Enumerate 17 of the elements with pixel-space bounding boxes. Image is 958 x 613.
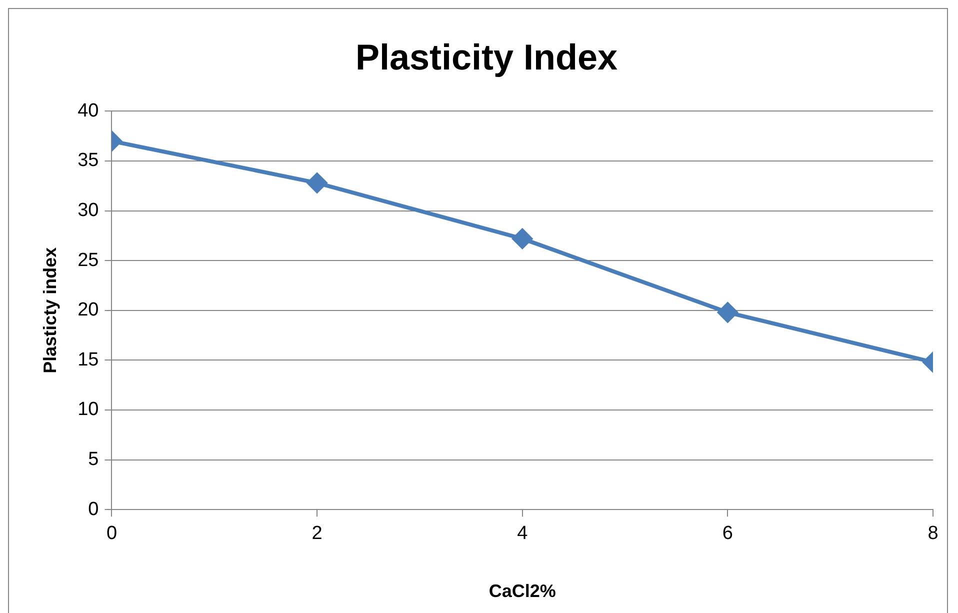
x-tick-label: 4 — [517, 523, 528, 544]
y-tick-label: 20 — [78, 300, 99, 321]
y-tick-label: 35 — [78, 150, 99, 172]
y-tick-label: 30 — [78, 200, 99, 222]
y-axis-title: Plasticty index — [40, 247, 60, 374]
chart-title: Plasticity Index — [355, 36, 618, 78]
x-axis-title: CaCl2% — [488, 581, 556, 602]
y-tick-label: 25 — [78, 250, 99, 271]
y-tick-label: 0 — [88, 498, 99, 520]
x-tick-label: 8 — [928, 523, 938, 544]
y-tick-label: 40 — [78, 100, 99, 122]
x-tick-label: 0 — [106, 523, 118, 544]
y-tick-label: 15 — [78, 349, 99, 370]
x-tick-label: 2 — [312, 523, 322, 544]
x-tick-label: 6 — [722, 523, 733, 544]
y-tick-label: 5 — [88, 449, 99, 470]
y-tick-label: 10 — [78, 399, 99, 420]
